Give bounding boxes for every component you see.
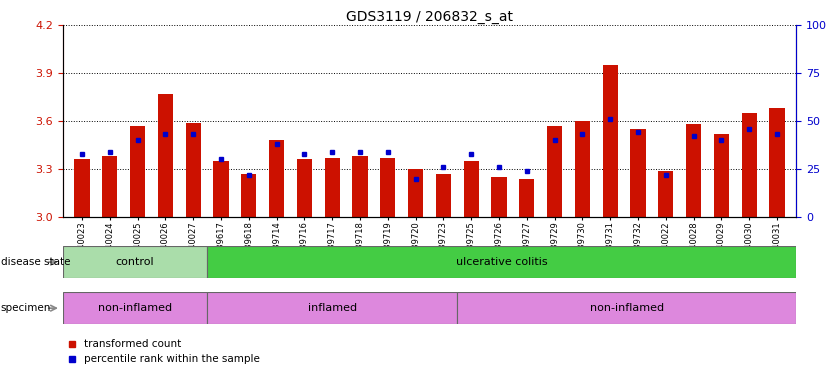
Text: non-inflamed: non-inflamed xyxy=(590,303,664,313)
Bar xyxy=(457,292,796,324)
Bar xyxy=(352,156,368,217)
Text: specimen: specimen xyxy=(1,303,51,313)
Bar xyxy=(464,161,479,217)
Bar xyxy=(130,126,145,217)
Bar xyxy=(185,122,201,217)
Bar xyxy=(74,159,90,217)
Bar xyxy=(214,161,229,217)
Bar xyxy=(519,179,535,217)
Text: non-inflamed: non-inflamed xyxy=(98,303,172,313)
Bar xyxy=(269,140,284,217)
Bar xyxy=(408,169,423,217)
Bar xyxy=(63,246,207,278)
Bar xyxy=(241,174,256,217)
Bar xyxy=(324,158,340,217)
Text: disease state: disease state xyxy=(1,257,70,267)
Bar xyxy=(491,177,507,217)
Bar xyxy=(207,292,457,324)
Bar xyxy=(769,108,785,217)
Bar xyxy=(575,121,590,217)
Bar xyxy=(380,158,395,217)
Bar xyxy=(547,126,562,217)
Bar xyxy=(686,124,701,217)
Text: ulcerative colitis: ulcerative colitis xyxy=(456,257,548,267)
Legend: transformed count, percentile rank within the sample: transformed count, percentile rank withi… xyxy=(68,339,260,364)
Bar xyxy=(631,129,646,217)
Bar xyxy=(63,292,207,324)
Bar xyxy=(297,159,312,217)
Text: inflamed: inflamed xyxy=(308,303,357,313)
Bar xyxy=(602,65,618,217)
Bar xyxy=(741,113,757,217)
Bar xyxy=(714,134,729,217)
Bar xyxy=(158,94,173,217)
Bar xyxy=(102,156,118,217)
Text: control: control xyxy=(116,257,154,267)
Title: GDS3119 / 206832_s_at: GDS3119 / 206832_s_at xyxy=(346,10,513,24)
Bar xyxy=(435,174,451,217)
Bar xyxy=(207,246,796,278)
Bar xyxy=(658,170,674,217)
